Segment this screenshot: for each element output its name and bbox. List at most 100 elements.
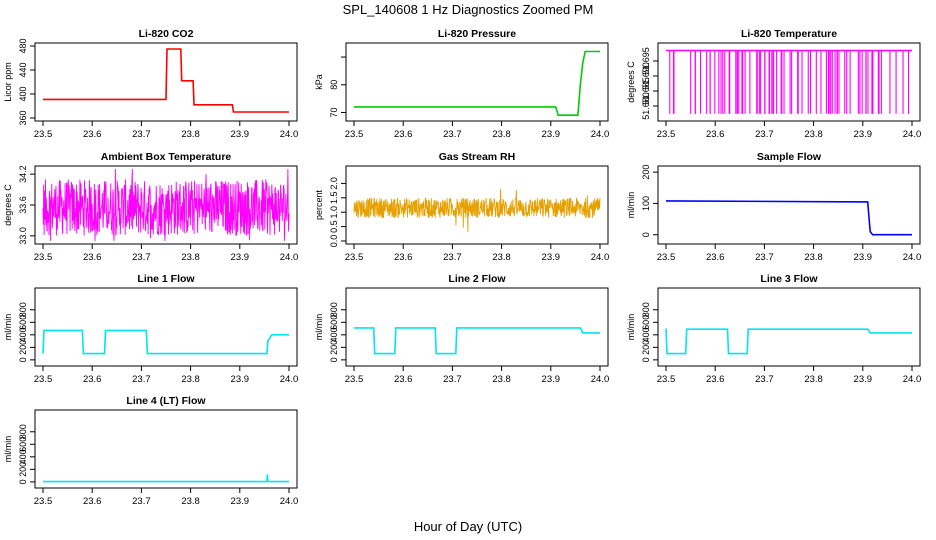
panel-title: Li-820 Temperature xyxy=(741,28,837,40)
y-tick-label: 360 xyxy=(18,110,28,125)
panel-8: Line 2 Flow ml/min 23.5 23.6 23.7 23.8 23.9 24.… xyxy=(314,273,609,385)
x-tick-label: 24.0 xyxy=(280,374,299,385)
x-tick-label: 24.0 xyxy=(903,129,922,140)
panel-2: Li-820 Pressure kPa 23.5 23.6 23.7 23.8 23.9 24… xyxy=(314,28,609,140)
x-tick-label: 23.8 xyxy=(804,374,823,385)
y-tick-label: 400 xyxy=(18,86,28,101)
y-axis-label: ml/min xyxy=(3,436,13,463)
plot-frame xyxy=(345,42,609,122)
x-tick-label: 23.6 xyxy=(706,252,725,263)
plot-frame xyxy=(345,165,609,245)
x-tick-label: 23.5 xyxy=(34,252,53,263)
x-tick-label: 23.6 xyxy=(394,252,413,263)
y-tick-label: 400 xyxy=(18,449,28,464)
x-tick-label: 23.6 xyxy=(83,252,102,263)
panel-3: Li-820 Temperature degrees C 23.5 23.6 23.7 2… xyxy=(626,28,921,140)
x-tick-label: 23.7 xyxy=(755,374,774,385)
panel-title: Sample Flow xyxy=(757,151,822,163)
panel-title: Li-820 Pressure xyxy=(438,28,516,40)
x-tick-label: 23.8 xyxy=(492,252,511,263)
y-axis-label: ml/min xyxy=(626,192,636,219)
y-tick-label: 800 xyxy=(18,424,28,439)
x-tick-label: 23.7 xyxy=(443,252,462,263)
y-tick-label: 200 xyxy=(18,340,28,355)
x-tick-label: 24.0 xyxy=(903,252,922,263)
x-tick-label: 23.5 xyxy=(657,374,676,385)
plot-frame xyxy=(657,165,921,245)
y-tick-label: 80 xyxy=(329,80,339,90)
plot-frame xyxy=(345,287,609,367)
y-tick-label: 2.0 xyxy=(329,177,339,190)
y-axis-label: Licor ppm xyxy=(3,62,13,102)
x-tick-label: 23.5 xyxy=(34,129,53,140)
x-tick-label: 23.9 xyxy=(542,374,561,385)
y-axis-label: percent xyxy=(314,189,324,220)
x-tick-label: 23.8 xyxy=(804,252,823,263)
series-line xyxy=(42,329,289,355)
x-tick-label: 23.7 xyxy=(443,129,462,140)
plot-frame xyxy=(34,287,298,367)
y-axis-label: ml/min xyxy=(3,314,13,341)
y-tick-label: 400 xyxy=(641,327,651,342)
x-tick-label: 23.7 xyxy=(132,374,151,385)
x-tick-label: 23.9 xyxy=(854,374,873,385)
x-tick-label: 23.5 xyxy=(345,374,364,385)
y-tick-label: 440 xyxy=(18,62,28,77)
x-tick-label: 23.7 xyxy=(132,496,151,507)
y-tick-label: 800 xyxy=(329,302,339,317)
panel-7: Line 1 Flow ml/min 23.5 23.6 23.7 23.8 23.9 24.… xyxy=(3,273,298,385)
y-tick-label: 0.5 xyxy=(329,220,339,233)
series-line xyxy=(665,200,912,236)
x-tick-label: 24.0 xyxy=(280,252,299,263)
y-tick-label: 70 xyxy=(329,107,339,117)
y-tick-label: 200 xyxy=(641,165,651,180)
plot-frame xyxy=(34,42,298,122)
y-tick-label: 51.685 xyxy=(641,77,651,105)
y-axis-label: ml/min xyxy=(314,314,324,341)
x-tick-label: 23.5 xyxy=(345,129,364,140)
x-tick-label: 23.5 xyxy=(34,496,53,507)
x-tick-label: 24.0 xyxy=(280,129,299,140)
y-tick-label: 0 xyxy=(18,357,28,362)
x-tick-label: 24.0 xyxy=(591,374,610,385)
panel-9: Line 3 Flow ml/min 23.5 23.6 23.7 23.8 23.9 24.… xyxy=(626,273,921,385)
panel-title: Li-820 CO2 xyxy=(139,28,194,40)
x-tick-label: 23.5 xyxy=(345,252,364,263)
y-tick-label: 600 xyxy=(641,315,651,330)
y-tick-label: 600 xyxy=(18,437,28,452)
x-tick-label: 23.9 xyxy=(231,374,250,385)
panel-title: Gas Stream RH xyxy=(439,151,515,163)
y-axis-label: degrees C xyxy=(626,61,636,103)
y-tick-label: 0 xyxy=(18,479,28,484)
x-tick-label: 23.8 xyxy=(181,496,200,507)
x-tick-label: 23.9 xyxy=(542,252,561,263)
y-tick-label: 34.2 xyxy=(18,165,28,183)
x-tick-label: 23.5 xyxy=(657,252,676,263)
plot-frame xyxy=(657,42,921,122)
x-tick-label: 23.6 xyxy=(394,374,413,385)
panel-4: Ambient Box Temperature degrees C 23.5 23.6… xyxy=(3,151,298,263)
x-tick-label: 23.8 xyxy=(804,129,823,140)
x-tick-label: 23.7 xyxy=(755,129,774,140)
y-tick-label: 600 xyxy=(329,315,339,330)
y-tick-label: 400 xyxy=(329,327,339,342)
x-tick-label: 23.8 xyxy=(181,374,200,385)
y-tick-label: 1.0 xyxy=(329,206,339,219)
y-tick-label: 33.6 xyxy=(18,196,28,214)
panel-6: Sample Flow ml/min 23.5 23.6 23.7 23.8 23.9 24.… xyxy=(626,151,921,263)
y-tick-label: 200 xyxy=(641,340,651,355)
x-tick-label: 23.8 xyxy=(181,129,200,140)
y-tick-label: 600 xyxy=(18,315,28,330)
x-tick-label: 23.8 xyxy=(492,129,511,140)
y-tick-label: 0 xyxy=(641,357,651,362)
x-tick-label: 23.6 xyxy=(83,129,102,140)
y-tick-label: 33.0 xyxy=(18,227,28,245)
x-tick-label: 23.7 xyxy=(443,374,462,385)
y-tick-label: 0.0 xyxy=(329,235,339,248)
x-tick-label: 23.5 xyxy=(34,374,53,385)
panels: Li-820 CO2 Licor ppm 23.5 23.6 23.7 23.8 23.9 2… xyxy=(3,28,921,507)
x-tick-label: 23.9 xyxy=(854,252,873,263)
y-axis-label: ml/min xyxy=(626,314,636,341)
y-tick-label: 0 xyxy=(641,232,651,237)
